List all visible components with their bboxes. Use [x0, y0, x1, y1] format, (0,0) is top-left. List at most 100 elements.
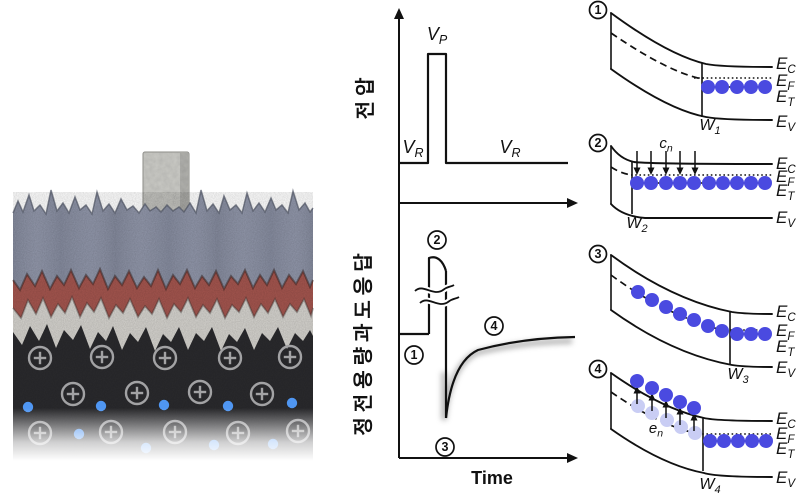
step-marker-3: 3	[435, 437, 455, 457]
step-marker-4: 4	[484, 316, 504, 336]
electron-dot-faded	[674, 420, 688, 434]
electron-dot	[744, 80, 758, 94]
electron-dot	[286, 397, 298, 409]
electron-dot-faded	[631, 399, 645, 413]
electron-dot	[630, 374, 644, 388]
electron-dot	[715, 324, 729, 338]
electron-dot	[715, 80, 729, 94]
electron-dot	[758, 327, 772, 341]
electron-dot	[730, 80, 744, 94]
capture-arrows	[633, 151, 699, 175]
electron-dot	[673, 176, 687, 190]
electron-dot	[744, 327, 758, 341]
step-marker-2: 2	[588, 133, 608, 153]
svg-text:4: 4	[491, 319, 498, 333]
electron-dot	[744, 176, 758, 190]
electron-dot	[645, 293, 659, 307]
electron-dot	[645, 381, 659, 395]
voltage-pulse-trace	[399, 52, 568, 165]
electron-dot	[745, 434, 759, 448]
svg-text:1: 1	[411, 348, 418, 362]
trapped-electrons	[703, 434, 773, 448]
ec-label: EC	[776, 54, 796, 76]
electron-dot	[630, 176, 644, 190]
vr-label-right: VR	[499, 137, 520, 160]
ev-label: EV	[776, 468, 796, 490]
electron-dot	[730, 327, 744, 341]
ev-label: EV	[776, 358, 796, 380]
cn-label: cn	[659, 135, 673, 155]
electron-dot	[702, 176, 716, 190]
electron-dot-faded	[645, 406, 659, 420]
pulse-peak-segment	[427, 256, 448, 334]
electron-dot	[701, 80, 715, 94]
svg-text:3: 3	[595, 247, 602, 261]
ev-label: EV	[776, 208, 796, 230]
time-xlabel: Time	[471, 468, 513, 488]
band-diagram-1: 1 EC EF ET EV W1	[588, 0, 796, 137]
et-label: ET	[776, 181, 795, 203]
band-diagram-3: 3 EC EF ET EV W3	[588, 244, 796, 386]
y-axis-arrow-icon	[394, 8, 404, 19]
transient-ylabel: 정전용량과도응답	[352, 248, 375, 435]
electron-dot	[687, 176, 701, 190]
device-cross-section	[10, 151, 316, 470]
electron-dot	[631, 285, 645, 299]
svg-text:4: 4	[595, 362, 602, 376]
electron-dot	[644, 176, 658, 190]
step-marker-2: 2	[427, 230, 447, 250]
x-axis-arrow-icon	[567, 453, 578, 463]
ef-label: EF	[776, 321, 795, 343]
electron-dot	[687, 401, 701, 415]
w3-label: W3	[727, 366, 749, 386]
electron-dot	[730, 176, 744, 190]
electron-dot	[701, 319, 715, 333]
ec-label: EC	[776, 302, 796, 324]
vp-label: VP	[427, 24, 448, 47]
electron-dot	[659, 388, 673, 402]
electron-dot	[703, 434, 717, 448]
electron-dot	[673, 395, 687, 409]
trapped-electrons	[631, 285, 772, 341]
ec-label: EC	[776, 154, 796, 176]
electron-dot	[759, 434, 773, 448]
svg-text:2: 2	[434, 233, 441, 247]
svg-text:1: 1	[595, 3, 602, 17]
axis-break-icon	[412, 282, 461, 307]
capacitance-transient-plot: 1 2 3 4 정전용량과도응답 Time	[352, 230, 578, 488]
step-marker-1: 1	[404, 345, 424, 365]
trapped-electrons	[701, 80, 772, 94]
w2-label: W2	[626, 215, 647, 235]
electron-dot	[158, 399, 170, 411]
ec-label: EC	[776, 409, 796, 431]
voltage-ylabel: 전압	[354, 73, 377, 120]
trapped-electrons	[630, 176, 772, 190]
svg-text:3: 3	[442, 440, 449, 454]
electron-dot-faded	[660, 413, 674, 427]
voltage-time-plot: 전압 VP VR VR	[354, 8, 578, 458]
emitted-electrons	[630, 374, 701, 415]
emptied-traps	[631, 399, 702, 440]
electron-dot-faded	[688, 426, 702, 440]
en-label: en	[649, 420, 663, 440]
x-axis-arrow-icon	[567, 198, 578, 208]
transient-glow	[441, 338, 573, 421]
electron-dot	[687, 313, 701, 327]
recovery-segment	[444, 335, 576, 419]
et-label: ET	[776, 87, 795, 109]
ef-label: EF	[776, 71, 795, 93]
bottom-fade	[10, 408, 316, 470]
et-label: ET	[776, 337, 795, 359]
step-marker-3: 3	[588, 244, 608, 264]
et-label: ET	[776, 439, 795, 461]
ef-label: EF	[776, 424, 795, 446]
electron-dot	[659, 176, 673, 190]
w4-label: W4	[699, 476, 720, 494]
emission-arrows	[633, 386, 698, 431]
electron-dot	[731, 434, 745, 448]
ef-label: EF	[776, 167, 795, 189]
electron-dot	[758, 176, 772, 190]
electron-dot	[758, 80, 772, 94]
w1-label: W1	[699, 117, 720, 137]
